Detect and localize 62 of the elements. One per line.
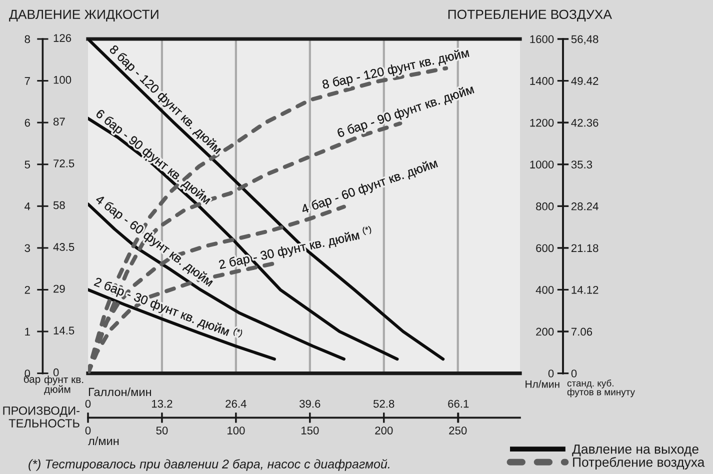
x-axis-title: ПРОИЗВОДИ- ТЕЛЬНОСТЬ	[3, 406, 80, 428]
y3-tick-label: 14.12	[572, 286, 598, 294]
legend-label: Давление на выходе	[572, 444, 698, 456]
y-tick-label: 8	[24, 35, 30, 44]
text: 29	[54, 284, 65, 293]
text: 0	[53, 368, 59, 376]
y2-tick-label: 1400	[530, 77, 554, 85]
text: л/мин	[88, 436, 119, 446]
y3-tick-label: 7.06	[571, 328, 592, 336]
y2-tick-label: 200	[536, 328, 554, 336]
y-tick-label: 1	[25, 328, 30, 336]
x2-tick-label: 13.2	[152, 400, 172, 408]
y-tick-label: 5	[24, 160, 30, 168]
y2-tick-label: 0	[548, 370, 554, 378]
legend-label: Потребление воздуха	[573, 457, 705, 470]
x-tick-label: 250	[449, 426, 467, 434]
x2-tick-label: 52.8	[373, 400, 394, 408]
y-tick-label: 6	[24, 118, 30, 127]
x-tick-label: 200	[375, 426, 393, 434]
annotation: 4 бар - 60 фунт кв. дюйм	[300, 158, 439, 216]
x-tick-label: 0	[85, 426, 91, 434]
x-tick-label: 150	[301, 426, 319, 434]
y-axis-title: ДАВЛЕНИЕ ЖИДКОСТИ	[9, 10, 158, 22]
text: 126	[54, 34, 72, 42]
y3-tick-label: 42.36	[571, 118, 598, 127]
x-tick-label: 100	[228, 426, 245, 434]
y-tick-label: 2	[24, 286, 30, 294]
y2-tick-label: 1000	[530, 160, 554, 168]
y2-tick-label: 1600	[530, 35, 554, 44]
text: 87	[53, 118, 65, 126]
text: бар	[24, 375, 40, 385]
text: (*) Тестировалось при давлении 2 бара, насос с диафрагмой.	[28, 459, 390, 471]
y3-tick-label: 28.24	[571, 202, 598, 210]
text: 43.5	[53, 243, 74, 251]
y2-axis-title: ПОТРЕБЛЕНИЕ ВОЗДУХА	[448, 10, 612, 22]
y3-tick-label: 49.42	[571, 77, 598, 85]
text: фунт кв. дюйм	[44, 376, 84, 395]
x-tick-label: 50	[156, 426, 168, 434]
text: 72.5	[54, 159, 74, 168]
y-tick-label: 0	[24, 370, 30, 378]
y2-tick-label: 800	[536, 202, 554, 210]
x2-tick-label: 26.4	[226, 400, 246, 408]
y2-tick-label: 600	[536, 244, 554, 252]
x2-tick-label: 66.1	[448, 400, 469, 408]
y2-tick-label: 1200	[530, 118, 554, 127]
text: 14.5	[54, 326, 74, 334]
text: Галлон/мин	[88, 387, 151, 396]
text: Нл/мин	[526, 380, 560, 388]
y3-tick-label: 21.18	[571, 244, 598, 252]
y-tick-label: 3	[24, 244, 30, 252]
y-tick-label: 7	[24, 77, 30, 85]
x2-tick-label: 0	[85, 400, 91, 408]
text: 100	[54, 76, 72, 84]
text: 58	[53, 201, 65, 210]
y3-tick-label: 56,48	[571, 35, 598, 44]
y2-tick-label: 400	[536, 286, 554, 294]
annotation: 2 бар - 30 фунт кв. дюйм $^{(*)}$	[218, 226, 373, 272]
y3-tick-label: 35.3	[571, 160, 592, 168]
y3-tick-label: 0	[571, 370, 577, 378]
text: станд. куб. футов в минуту	[567, 380, 635, 398]
x2-tick-label: 39.6	[299, 400, 320, 408]
y-tick-label: 4	[24, 202, 30, 210]
